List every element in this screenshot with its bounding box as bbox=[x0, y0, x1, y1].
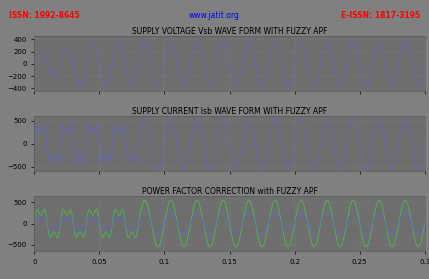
Title: SUPPLY VOLTAGE Vsb WAVE FORM WITH FUZZY APF: SUPPLY VOLTAGE Vsb WAVE FORM WITH FUZZY … bbox=[132, 27, 327, 36]
Text: ISSN: 1992-8645: ISSN: 1992-8645 bbox=[9, 11, 79, 20]
Text: E-ISSN: 1817-3195: E-ISSN: 1817-3195 bbox=[341, 11, 420, 20]
Text: www.jatit.org: www.jatit.org bbox=[189, 11, 240, 20]
Title: SUPPLY CURRENT Isb WAVE FORM WITH FUZZY APF: SUPPLY CURRENT Isb WAVE FORM WITH FUZZY … bbox=[132, 107, 327, 116]
Title: POWER FACTOR CORRECTION with FUZZY APF: POWER FACTOR CORRECTION with FUZZY APF bbox=[142, 187, 317, 196]
